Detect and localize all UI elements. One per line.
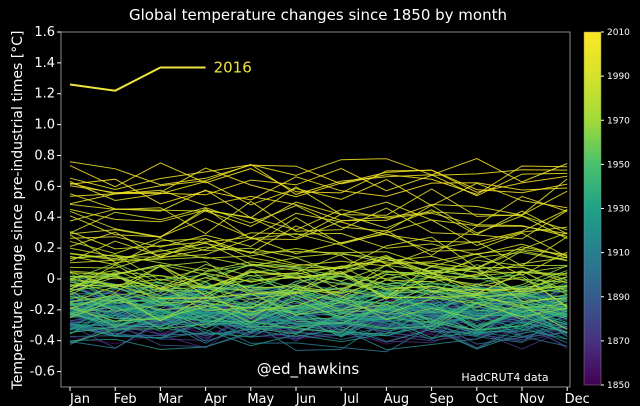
year-line bbox=[69, 291, 568, 324]
year-line bbox=[69, 167, 568, 197]
year-line bbox=[69, 297, 568, 319]
plot-area-frame bbox=[60, 31, 571, 388]
highlight-series: 2016 bbox=[69, 59, 252, 92]
year-line bbox=[69, 269, 568, 303]
x-tick-label: Jan bbox=[69, 392, 90, 406]
year-line bbox=[69, 178, 568, 219]
source-label: HadCRUT4 data bbox=[461, 371, 548, 384]
highlight-label: 2016 bbox=[214, 59, 252, 77]
year-line bbox=[69, 162, 568, 194]
year-line bbox=[69, 157, 568, 191]
year-line bbox=[69, 225, 568, 258]
year-line bbox=[69, 302, 568, 336]
year-line bbox=[69, 289, 568, 330]
colorbar-tick-label: 1910 bbox=[607, 249, 630, 259]
y-tick-label: -0.6 bbox=[30, 365, 55, 380]
y-tick-label: 0.8 bbox=[34, 148, 55, 163]
x-tick-label: Dec bbox=[565, 392, 590, 406]
year-line bbox=[69, 195, 568, 228]
colorbar-tick-label: 1870 bbox=[607, 337, 630, 347]
year-line bbox=[69, 256, 568, 291]
series-lines bbox=[69, 157, 568, 353]
year-line bbox=[69, 236, 568, 271]
year-line bbox=[69, 179, 568, 209]
x-tick-label: Feb bbox=[114, 392, 137, 406]
year-line bbox=[69, 161, 568, 195]
year-line bbox=[69, 163, 568, 197]
colorbar-tick-label: 1990 bbox=[607, 72, 630, 82]
colorbar bbox=[583, 31, 602, 386]
x-tick-label: Mar bbox=[158, 392, 183, 406]
y-tick-label: -0.2 bbox=[30, 303, 55, 318]
colorbar-ticks: 1850 1870 1890 1910 1930 1950 1970 1990 2010 bbox=[601, 28, 630, 391]
x-tick-label: Sep bbox=[429, 392, 454, 406]
year-line bbox=[69, 247, 568, 283]
y-axis-label: Temperature change since pre-industrial … bbox=[10, 31, 26, 391]
y-axis-ticks: -0.6 -0.4 -0.2 0 0.2 0.4 0.6 0.8 1.0 1.2 1.4 1.6 bbox=[30, 25, 61, 380]
colorbar-tick-label: 1850 bbox=[607, 381, 630, 391]
year-line bbox=[69, 254, 568, 274]
colorbar-tick-label: 1890 bbox=[607, 293, 630, 303]
y-tick-label: 1.6 bbox=[34, 25, 55, 40]
year-line bbox=[69, 261, 568, 295]
y-tick-label: 0.6 bbox=[34, 179, 55, 194]
author-handle: @ed_hawkins bbox=[257, 360, 360, 379]
colorbar-tick-label: 1930 bbox=[607, 205, 630, 215]
year-line bbox=[69, 209, 568, 243]
year-line bbox=[69, 319, 568, 351]
year-line bbox=[69, 272, 568, 307]
year-line bbox=[69, 231, 568, 258]
y-tick-label: -0.4 bbox=[30, 334, 55, 349]
year-line bbox=[69, 301, 568, 330]
year-line bbox=[69, 189, 568, 222]
year-line bbox=[69, 275, 568, 310]
year-line bbox=[69, 232, 568, 264]
year-line bbox=[69, 268, 568, 302]
year-line bbox=[69, 176, 568, 205]
x-tick-label: Jun bbox=[295, 392, 316, 406]
y-tick-label: 1.4 bbox=[34, 56, 55, 71]
x-tick-label: Apr bbox=[204, 392, 227, 406]
year-line bbox=[69, 301, 568, 331]
x-tick-label: May bbox=[247, 392, 274, 406]
x-tick-label: Jul bbox=[342, 392, 359, 406]
year-line bbox=[69, 310, 568, 344]
year-line bbox=[69, 236, 568, 267]
colorbar-tick-label: 2010 bbox=[607, 28, 630, 38]
y-tick-label: 0.2 bbox=[34, 241, 55, 256]
x-tick-label: Nov bbox=[519, 392, 545, 406]
colorbar-tick-label: 1970 bbox=[607, 116, 630, 126]
colorbar-tick-label: 1950 bbox=[607, 160, 630, 170]
y-tick-label: 0 bbox=[47, 272, 55, 287]
y-tick-label: 0.4 bbox=[34, 210, 55, 225]
year-line bbox=[69, 280, 568, 315]
year-line bbox=[69, 209, 568, 240]
y-tick-label: 1.2 bbox=[34, 87, 55, 102]
year-line bbox=[69, 208, 568, 237]
year-line bbox=[69, 237, 568, 269]
x-tick-label: Oct bbox=[476, 392, 498, 406]
year-line bbox=[69, 279, 568, 310]
chart-title: Global temperature changes since 1850 by… bbox=[129, 6, 507, 24]
x-tick-label: Aug bbox=[384, 392, 409, 406]
year-line bbox=[69, 255, 568, 289]
y-tick-label: 1.0 bbox=[34, 118, 55, 133]
x-axis-ticks: Jan Feb Mar Apr May Jun Jul Aug Sep Oct Nov Dec bbox=[69, 387, 590, 406]
year-line bbox=[69, 291, 568, 313]
highlight-line bbox=[69, 66, 206, 92]
